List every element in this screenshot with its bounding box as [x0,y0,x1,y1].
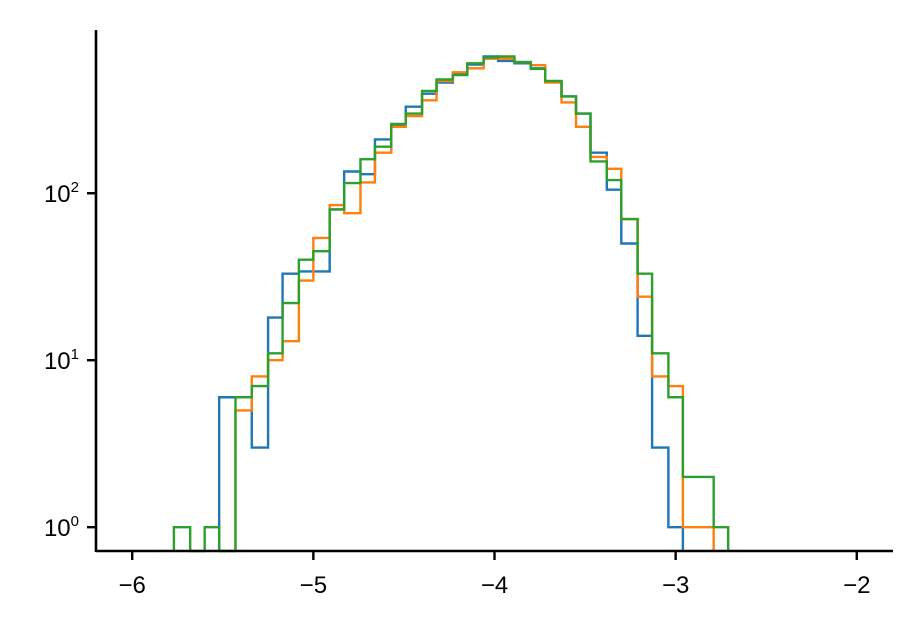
histogram-series-layer [172,55,730,553]
axes-layer [94,30,893,553]
x-tick-label: −2 [843,572,870,599]
x-tick-label: −3 [662,572,689,599]
y-tick-label: 101 [44,346,79,375]
y-tick-label: 102 [44,179,79,208]
y-tick-label: 100 [44,513,79,542]
x-tick-label: −4 [481,572,508,599]
histogram-series-3 [172,55,730,553]
x-tick-label: −5 [300,572,327,599]
x-tick-label: −6 [119,572,146,599]
histogram-series-2 [234,57,715,551]
ticks-layer: −6 −5 −4 −3 −2 100 101 102 [44,179,871,599]
